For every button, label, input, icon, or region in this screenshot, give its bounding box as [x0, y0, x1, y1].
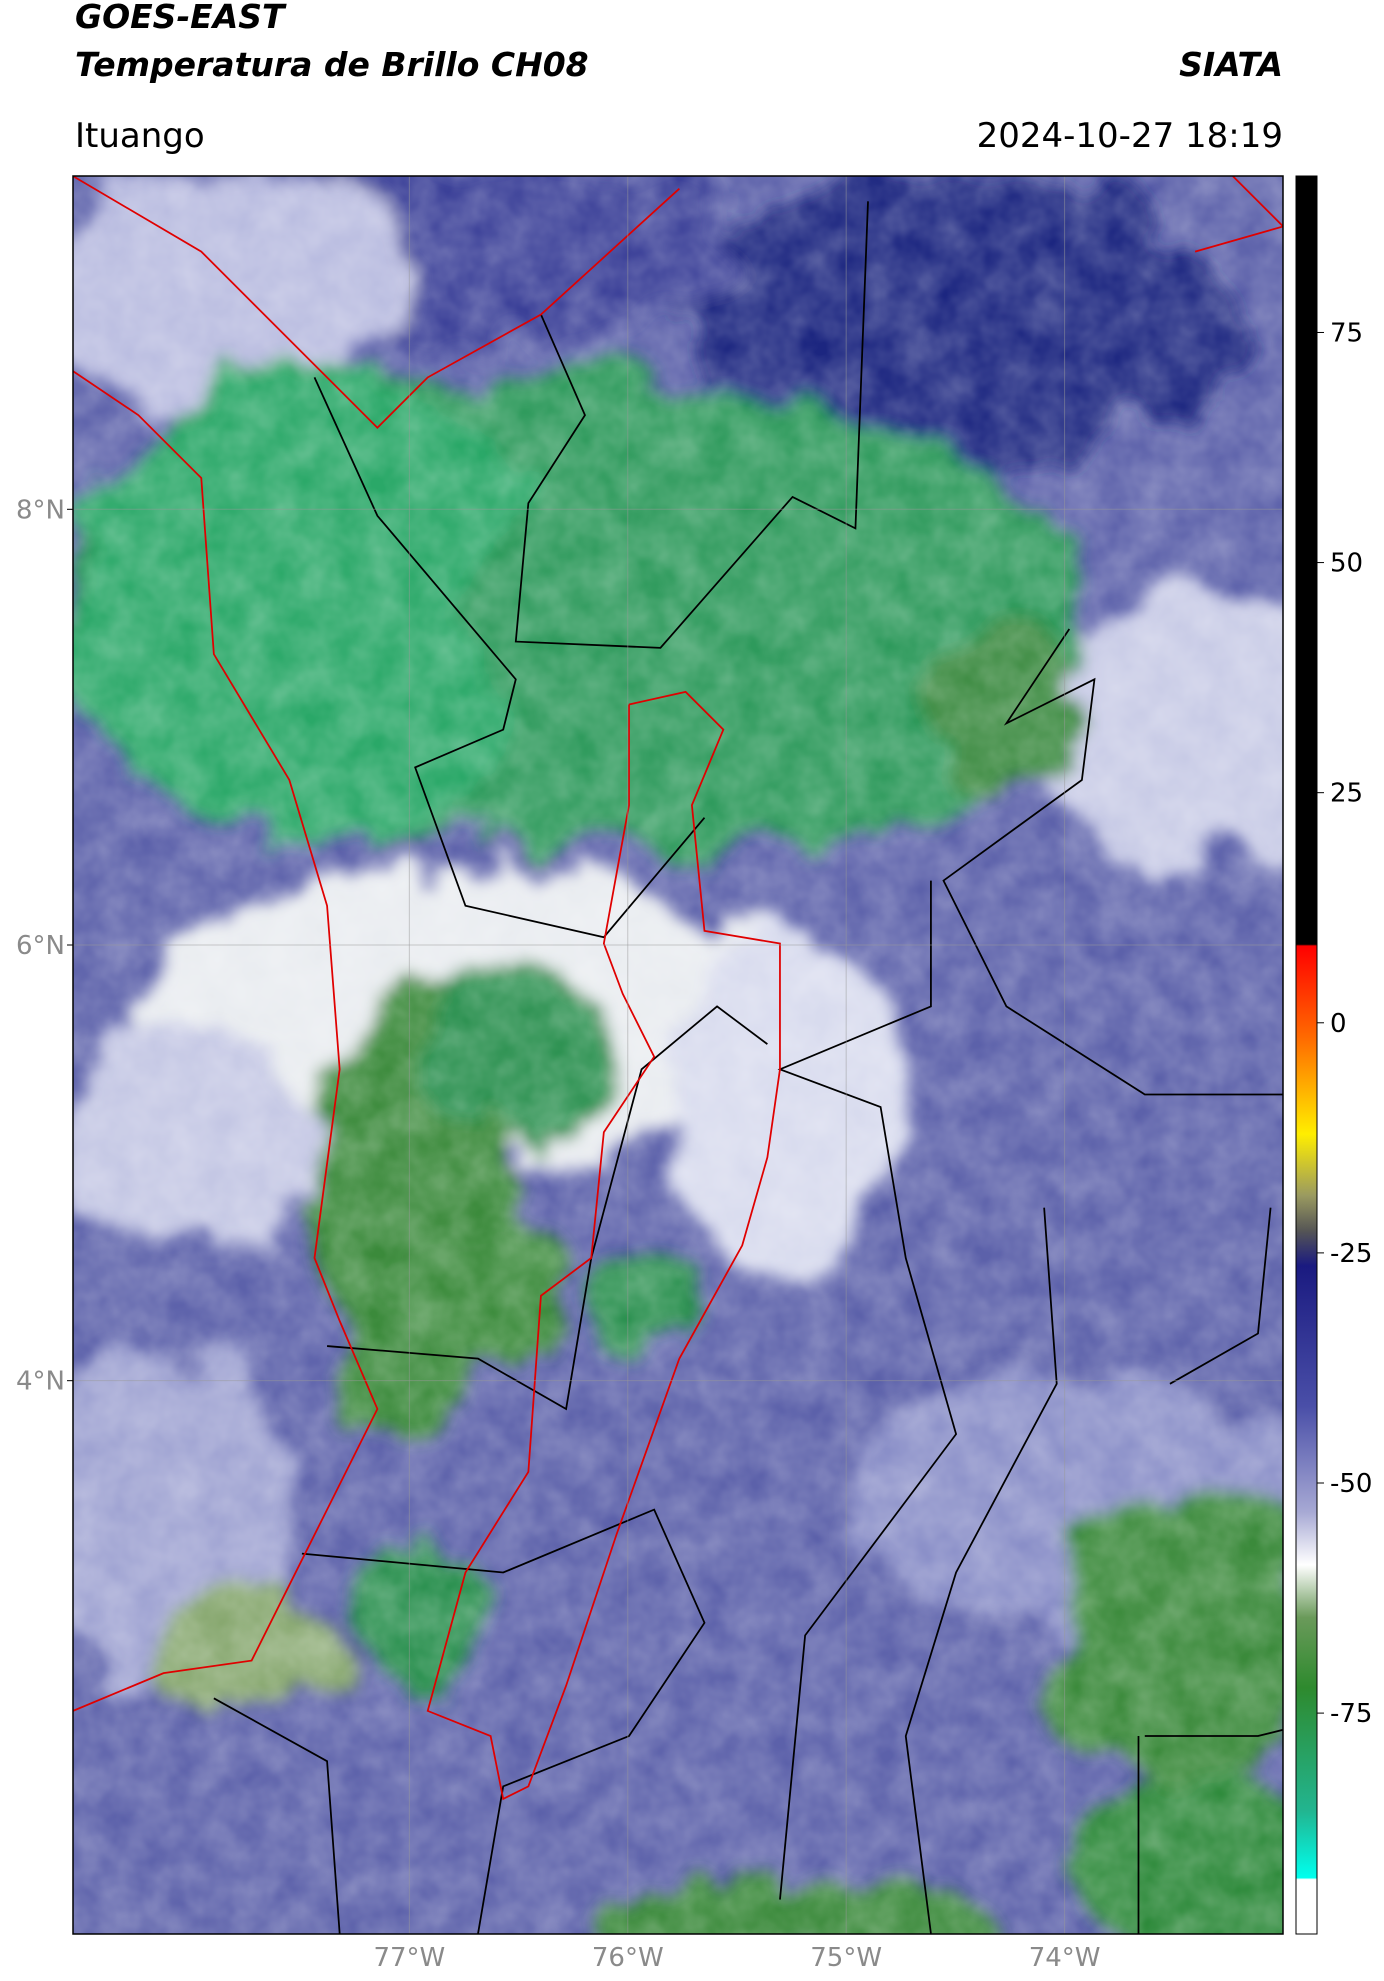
location: Ituango: [75, 116, 205, 156]
x-tick-label: 77°W: [373, 1943, 445, 1973]
map-frame: [72, 175, 1284, 1935]
colorbar-tick-label: -75: [1330, 1699, 1372, 1729]
grid: [73, 176, 1283, 1934]
y-tick-label: 8°N: [16, 495, 65, 525]
colorbar-tick-label: 75: [1330, 318, 1363, 348]
y-tick-label: 6°N: [16, 931, 65, 961]
colorbar-tick-label: -50: [1330, 1469, 1372, 1499]
x-tick-label: 76°W: [592, 1943, 664, 1973]
title-line-1: GOES-EAST: [75, 0, 287, 36]
institution: SIATA: [1179, 45, 1283, 84]
colorbar-tick-label: 25: [1330, 779, 1363, 809]
colorbar-tick-label: 50: [1330, 549, 1363, 579]
x-tick-label: 74°W: [1029, 1943, 1101, 1973]
satellite-image: [73, 176, 1283, 1934]
colorbar-tick-label: 0: [1330, 1009, 1347, 1039]
y-tick-label: 4°N: [16, 1367, 65, 1397]
title-line-2: Temperatura de Brillo CH08: [75, 45, 589, 84]
datetime: 2024-10-27 18:19: [977, 116, 1283, 156]
x-tick-label: 75°W: [810, 1943, 882, 1973]
colorbar-tick-label: -25: [1330, 1239, 1372, 1269]
colorbar: [1295, 175, 1318, 1935]
